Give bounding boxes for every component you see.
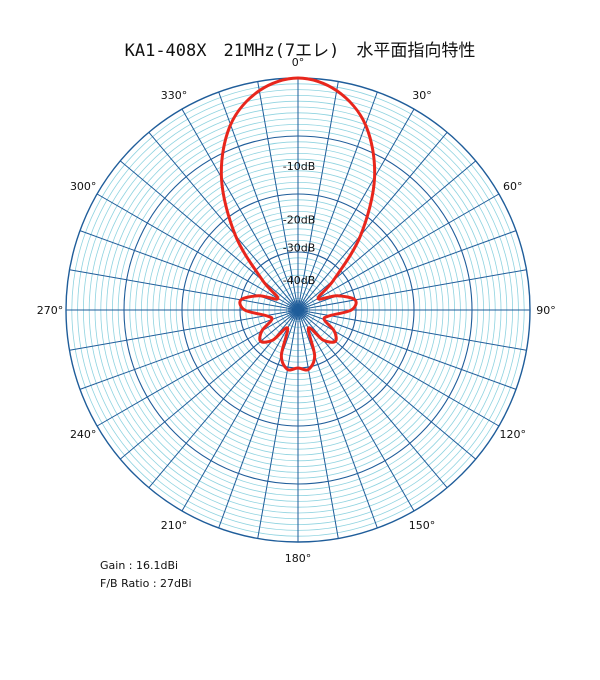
grid-spoke [69,269,299,311]
grid-spoke [257,309,299,539]
grid-spoke [297,309,339,539]
grid-spoke [297,309,527,351]
angle-tick-label: 330° [161,89,188,102]
grid-spoke [297,309,477,460]
grid-spoke [297,160,477,311]
radial-db-label: -40dB [283,274,316,287]
angle-tick-label: 120° [500,428,527,441]
angle-tick-label: 60° [503,180,523,193]
gain-text: Gain : 16.1dBi [100,559,179,572]
grid-spoke [79,309,299,390]
grid-spoke [297,81,339,311]
grid-spoke [297,309,415,512]
angle-tick-label: 90° [536,304,556,317]
angle-tick-label: 180° [285,552,312,565]
grid-spoke [96,193,299,311]
grid-spoke [181,108,299,311]
angle-tick-label: 150° [409,519,436,532]
radial-db-label: -20dB [283,214,316,227]
angle-tick-label: 30° [412,89,432,102]
chart-title: KA1-408X 21MHz(7エレ) 水平面指向特性 [124,41,476,61]
angle-tick-label: 300° [70,180,97,193]
radial-db-labels: -10dB -20dB -30dB -40dB [283,160,316,287]
angle-tick-labels: 0° 30° 60° 90° 120° 150° 180° 210° 240° 270° 300° 3… [37,56,556,565]
radial-db-label: -10dB [283,160,316,173]
center-hub [288,300,308,320]
grid-spoke [148,131,299,311]
angle-tick-label: 270° [37,304,64,317]
grid-spoke [297,131,448,311]
grid-spoke [119,309,299,460]
angle-tick-label: 210° [161,519,188,532]
grid-spoke [297,269,527,311]
grid-spoke [297,108,415,311]
grid-spoke [119,160,299,311]
angle-tick-label: 240° [70,428,97,441]
pattern-group [219,76,377,372]
grid-spoke [297,193,500,311]
pattern-curve [219,76,377,372]
grid-spoke [297,309,517,390]
grid-spoke [257,81,299,311]
grid-spoke [297,91,378,311]
grid-spoke [218,91,299,311]
grid-spoke [69,309,299,351]
angle-tick-label: 0° [292,56,305,69]
fb-ratio-text: F/B Ratio : 27dBi [100,577,192,590]
radial-db-label: -30dB [283,241,316,254]
grid-spoke [181,309,299,512]
